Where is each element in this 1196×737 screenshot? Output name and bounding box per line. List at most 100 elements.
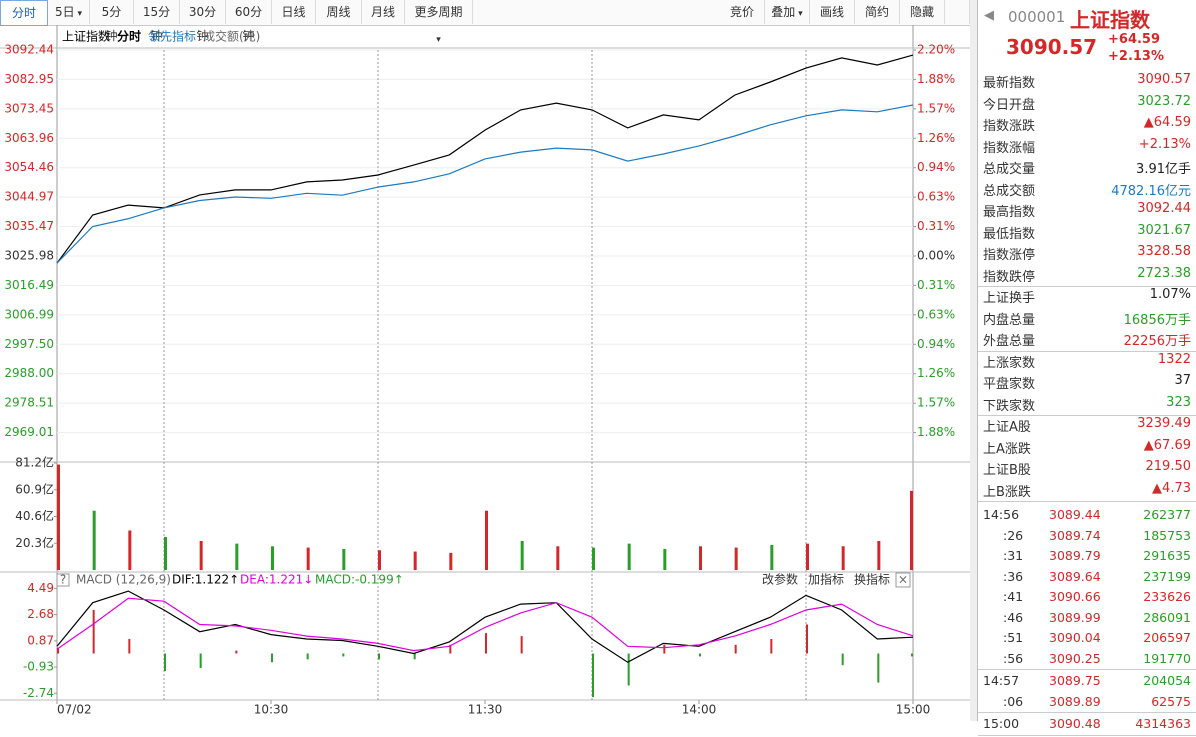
close-icon[interactable] bbox=[895, 572, 911, 588]
x-tick-label: 11:30 bbox=[468, 703, 503, 717]
stat-label: 最新指数 bbox=[983, 76, 1036, 91]
macd-title: MACD (12,26,9) bbox=[76, 573, 171, 587]
tool-button[interactable]: 叠加 bbox=[765, 0, 810, 24]
stat-label: 指数涨跌 bbox=[983, 119, 1036, 134]
stat-label: 总成交额 bbox=[983, 183, 1036, 199]
stat-value: 3021.67 bbox=[1137, 222, 1191, 238]
macd-bar bbox=[306, 653, 309, 660]
period-button[interactable]: 分时 bbox=[0, 0, 48, 26]
legend-mode: 分时 bbox=[117, 29, 141, 44]
tool-button[interactable]: 隐藏 bbox=[900, 0, 945, 24]
period-button[interactable]: 30分钟 bbox=[180, 0, 226, 43]
period-button[interactable]: 60分钟 bbox=[226, 0, 272, 43]
stat-row: 上证换手 1.07% bbox=[983, 287, 1191, 308]
stat-row: 指数涨停 3328.58 bbox=[983, 244, 1191, 265]
volume-bar bbox=[485, 510, 488, 570]
period-button[interactable]: 5日 bbox=[48, 0, 90, 24]
y-tick-label: 2.68 bbox=[27, 607, 54, 621]
macd-bar bbox=[449, 644, 452, 654]
trade-volume: 262377 bbox=[1143, 507, 1191, 522]
stat-value: 2723.38 bbox=[1137, 265, 1191, 281]
stat-row: 上证B股 219.50 bbox=[983, 459, 1191, 480]
indicator-button[interactable]: 改参数 bbox=[762, 572, 798, 587]
trade-time: 14:57 bbox=[983, 673, 1020, 688]
macd-bar bbox=[92, 609, 95, 654]
macd-bar bbox=[806, 624, 808, 654]
y-tick-label: 3092.44 bbox=[4, 43, 54, 57]
stat-label: 上涨家数 bbox=[983, 355, 1036, 371]
y-tick-label: 3073.45 bbox=[4, 101, 54, 115]
stat-row: 最高指数 3092.44 bbox=[983, 201, 1191, 222]
macd-value-label: DIF:1.122↑ bbox=[172, 573, 239, 587]
volume-bar bbox=[520, 541, 524, 570]
macd-bar bbox=[734, 644, 737, 654]
indicator-button[interactable]: 换指标 bbox=[854, 572, 890, 587]
series-line bbox=[56, 54, 914, 264]
period-button[interactable]: 日线 bbox=[272, 0, 316, 24]
y-tick-label: 81.2亿 bbox=[15, 455, 54, 470]
y2-tick-label: 1.88% bbox=[917, 72, 955, 86]
stat-row: 上涨家数 1322 bbox=[983, 352, 1191, 373]
stat-row: 下跌家数 323 bbox=[983, 395, 1191, 416]
y-tick-label: 2997.50 bbox=[4, 337, 54, 351]
y-tick-label: 2969.01 bbox=[4, 425, 54, 439]
trade-volume: 62575 bbox=[1151, 693, 1191, 709]
y-tick-label: 3006.99 bbox=[4, 307, 54, 321]
close-mark: × bbox=[898, 573, 908, 587]
trade-price: 3089.79 bbox=[1049, 548, 1101, 563]
stat-label: 上证换手 bbox=[983, 291, 1036, 306]
prev-arrow[interactable]: ◀ bbox=[984, 8, 994, 23]
volume-bar bbox=[592, 547, 595, 570]
macd-bar bbox=[520, 636, 523, 654]
trade-row: :36 3089.64 237199 bbox=[983, 569, 1191, 590]
y-tick-label: 3016.49 bbox=[4, 278, 54, 292]
volume-bar bbox=[734, 547, 738, 570]
name: 上证指数 bbox=[1070, 8, 1150, 32]
y-tick-label: -2.74 bbox=[23, 686, 54, 700]
tool-button[interactable]: 简约 bbox=[855, 0, 900, 24]
scrollbar[interactable] bbox=[970, 0, 977, 721]
volume-bar bbox=[806, 543, 809, 570]
volume-bar bbox=[770, 544, 774, 570]
x-tick-label: 15:00 bbox=[896, 703, 931, 717]
trade-time: 15:00 bbox=[983, 716, 1020, 731]
y-tick-label: 60.9亿 bbox=[15, 481, 54, 496]
volume-bar bbox=[449, 552, 453, 570]
macd-bar bbox=[627, 653, 630, 686]
volume-bar bbox=[306, 547, 310, 570]
y-tick-label: 3082.95 bbox=[4, 72, 54, 86]
volume-bar bbox=[413, 551, 417, 570]
trade-time: :06 bbox=[1003, 693, 1024, 709]
trade-volume: 191770 bbox=[1143, 650, 1191, 666]
y-tick-label: 3063.96 bbox=[4, 131, 54, 145]
stat-value: 219.50 bbox=[1145, 459, 1192, 474]
separator bbox=[978, 415, 1196, 416]
volume-bar bbox=[128, 530, 132, 570]
stat-label: 最高指数 bbox=[983, 205, 1036, 220]
y2-tick-label: 1.88% bbox=[917, 425, 955, 439]
y2-tick-label: 0.63% bbox=[917, 190, 955, 204]
macd-bar bbox=[770, 639, 773, 654]
trade-time: :36 bbox=[1003, 568, 1024, 584]
stat-row: 总成交量 3.91亿手 bbox=[983, 158, 1191, 179]
stat-value: 323 bbox=[1166, 394, 1191, 410]
stat-value: 3239.49 bbox=[1137, 416, 1191, 431]
period-button[interactable]: 15分钟 bbox=[134, 0, 180, 43]
macd-bar bbox=[128, 639, 131, 654]
stat-row: 最低指数 3021.67 bbox=[983, 223, 1191, 244]
period-button[interactable]: 周线 bbox=[316, 0, 362, 24]
trade-volume: 291635 bbox=[1143, 548, 1191, 563]
stat-value: +2.13% bbox=[1138, 136, 1191, 152]
tool-button[interactable]: 画线 bbox=[810, 0, 855, 24]
period-button[interactable]: 更多周期 bbox=[405, 0, 473, 24]
period-button[interactable]: 5分钟 bbox=[90, 0, 134, 43]
hide-icon[interactable] bbox=[945, 0, 970, 24]
stat-row: 最新指数 3090.57 bbox=[983, 72, 1191, 93]
toolbar: 分时5日5分钟15分钟30分钟60分钟日线周线月线更多周期竞价叠加画线简约隐藏 bbox=[0, 0, 970, 43]
indicator-button[interactable]: 加指标 bbox=[808, 572, 844, 587]
macd-bar bbox=[164, 653, 166, 671]
macd-value-label: MACD:-0.199↑ bbox=[315, 573, 404, 587]
macd-bar bbox=[378, 653, 380, 660]
separator bbox=[978, 712, 1196, 713]
stat-row: 平盘家数 37 bbox=[983, 373, 1191, 394]
